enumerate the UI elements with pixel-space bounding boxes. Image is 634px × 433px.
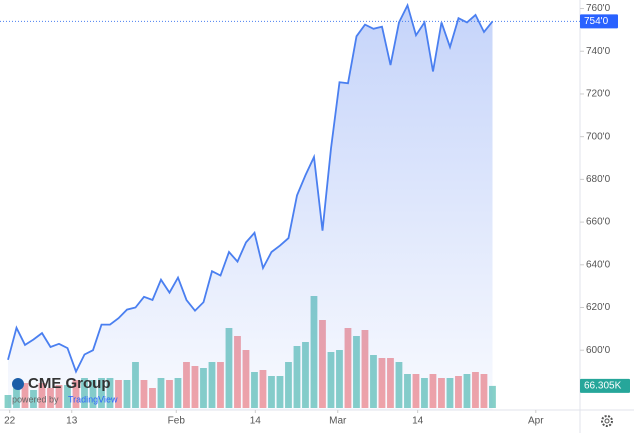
y-tick-label: 700'0	[586, 131, 611, 142]
y-tick-label: 660'0	[586, 217, 611, 228]
x-tick-label: Feb	[168, 416, 186, 427]
y-tick-label: 680'0	[586, 174, 611, 185]
settings-icon[interactable]	[601, 415, 613, 427]
last-price-label: 754'0	[584, 16, 609, 27]
price-line	[7, 2, 494, 374]
x-tick-label: 22	[4, 416, 16, 427]
volume-label: 66.305K	[584, 381, 622, 392]
y-tick-label: 600'0	[586, 345, 611, 356]
y-tick-label: 740'0	[586, 46, 611, 57]
x-tick-label: 13	[66, 416, 78, 427]
y-tick-label: 720'0	[586, 89, 611, 100]
logo-icon	[12, 378, 24, 390]
volume-tag	[580, 378, 630, 393]
x-tick-label: 14	[412, 416, 424, 427]
logo: CME Group powered by TradingView	[12, 375, 118, 404]
y-tick-label: 640'0	[586, 259, 611, 270]
logo-brand[interactable]: TradingView	[68, 394, 118, 404]
y-tick-label: 620'0	[586, 302, 611, 313]
volume-bar	[4, 395, 12, 408]
logo-name: CME Group	[28, 375, 111, 392]
price-area	[8, 5, 493, 411]
gear-hub[interactable]	[604, 418, 610, 424]
logo-powered: powered by	[12, 394, 59, 404]
plot	[4, 2, 496, 411]
x-tick-label: Mar	[329, 416, 347, 427]
x-tick-label: Apr	[528, 416, 544, 427]
last-price-tag	[580, 14, 618, 29]
x-tick-label: 14	[250, 416, 262, 427]
gear[interactable]	[601, 415, 613, 427]
y-tick-label: 760'0	[586, 3, 611, 14]
